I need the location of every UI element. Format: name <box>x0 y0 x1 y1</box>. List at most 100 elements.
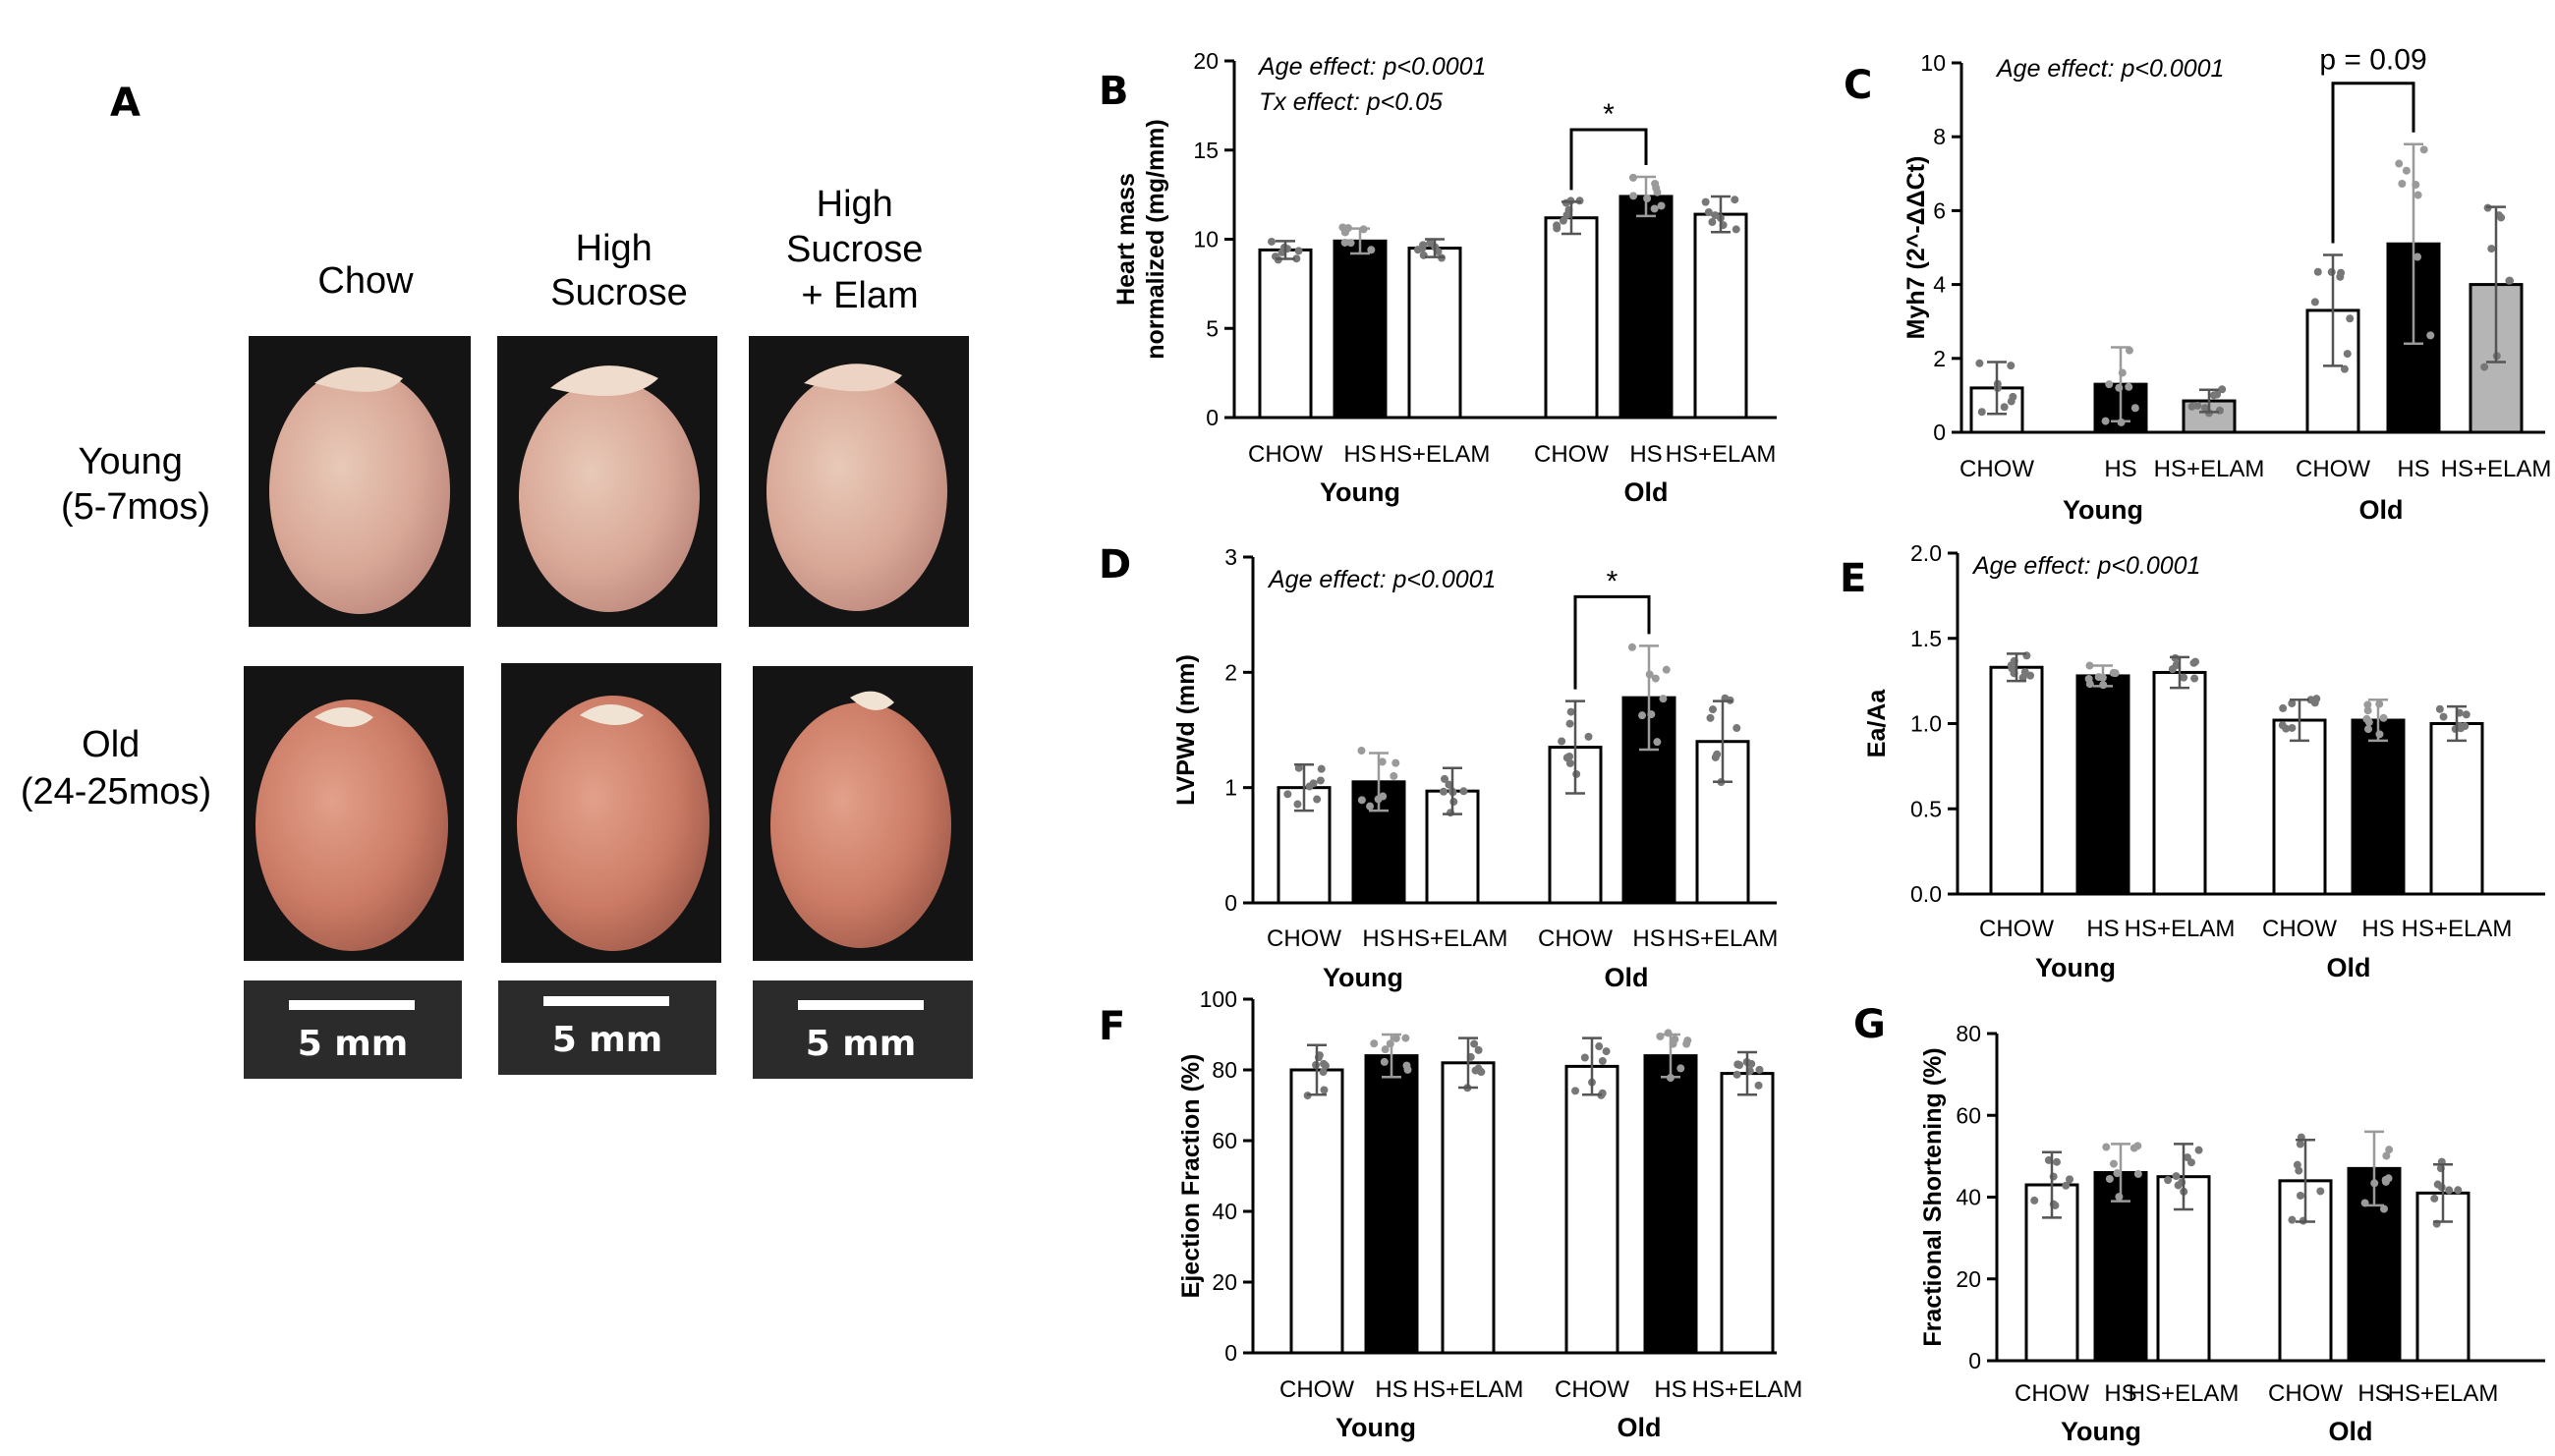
y-axis-label-line: Fractional Shortening (%) <box>1919 1047 1947 1346</box>
data-point <box>1732 225 1740 234</box>
row-label-young: Young (5-7mos) <box>61 441 210 528</box>
data-point <box>1735 1061 1744 1070</box>
data-point <box>1584 732 1593 741</box>
y-tick-label: 1.0 <box>1910 711 1942 737</box>
y-axis-label-line: Heart mass <box>1112 173 1140 306</box>
category-label: HS+ELAM <box>1397 925 1508 952</box>
y-tick-label: 3 <box>1224 544 1237 570</box>
category-label: CHOW <box>1538 925 1613 952</box>
category-label: HS+ELAM <box>2402 916 2513 942</box>
chart-panel-g: G 0 20 40 60 80 Fractional Shortening (%) CHOW H… <box>1853 1002 2545 1446</box>
data-point <box>1341 228 1350 237</box>
category-label: HS+ELAM <box>1413 1376 1524 1403</box>
column-label-chow: Chow <box>317 260 414 302</box>
data-point <box>2279 703 2288 712</box>
data-point <box>1706 713 1715 722</box>
data-point <box>2113 1169 2122 1178</box>
data-point <box>1704 207 1713 216</box>
panel-a-letter: A <box>110 81 141 126</box>
group-label: Young <box>2035 953 2116 982</box>
bar-hs-elam <box>1693 212 1748 420</box>
data-point <box>2487 245 2496 253</box>
heart-photo-young-high-sucrose-elam <box>749 336 969 627</box>
data-point <box>2419 145 2428 154</box>
data-point <box>2413 191 2422 199</box>
y-tick-label: 2.0 <box>1910 540 1942 566</box>
y-tick-label: 0 <box>1968 1348 1981 1373</box>
data-point <box>2200 404 2209 413</box>
data-point <box>2009 392 2017 401</box>
heart-photo-old-high-sucrose <box>501 663 721 963</box>
data-point <box>1313 795 1322 804</box>
bar-hs <box>2351 718 2406 896</box>
data-point <box>2398 179 2407 188</box>
y-tick-label: 2 <box>1933 346 1946 371</box>
data-point <box>1402 1061 1411 1070</box>
data-point <box>2193 401 2202 410</box>
data-point <box>1474 1045 1483 1054</box>
y-tick-label: 0 <box>1224 1340 1237 1366</box>
data-point <box>1676 1064 1685 1073</box>
y-tick-label: 15 <box>1193 138 1219 163</box>
y-axis-label: Ejection Fraction (%) <box>1177 1054 1205 1299</box>
data-point <box>1975 359 1984 367</box>
category-label: HS <box>2086 916 2119 942</box>
data-point <box>1662 665 1671 674</box>
panel-letter: F <box>1099 1004 1125 1049</box>
panel-letter: G <box>1853 1002 1886 1047</box>
data-point <box>2109 668 2118 677</box>
y-axis-label-line: normalized (mg/mm) <box>1142 119 1169 359</box>
bar-chow <box>1564 1064 1619 1355</box>
data-point <box>1320 1059 1329 1068</box>
category-label: HS <box>1632 925 1665 952</box>
data-point <box>1638 711 1647 720</box>
stats-annotation: Age effect: p<0.0001 <box>1267 566 1496 593</box>
data-point <box>2395 159 2404 168</box>
category-label: CHOW <box>1534 441 1609 468</box>
data-point <box>1268 237 1277 246</box>
data-point <box>1346 239 1355 248</box>
data-point <box>2288 1215 2297 1224</box>
data-point <box>1317 764 1326 773</box>
data-point <box>2194 1146 2203 1154</box>
data-point <box>1755 1065 1764 1074</box>
significance-label: * <box>1607 565 1618 597</box>
data-point <box>1319 1068 1328 1077</box>
data-point <box>1441 774 1449 783</box>
data-point <box>2062 1181 2071 1190</box>
y-tick-label: 60 <box>1212 1128 1237 1153</box>
category-label: HS+ELAM <box>2441 456 2552 482</box>
y-tick-label: 0.5 <box>1910 796 1942 821</box>
category-label: HS+ELAM <box>1380 441 1491 468</box>
data-point <box>1449 798 1458 807</box>
bar-chow <box>1544 216 1599 420</box>
data-point <box>1390 771 1398 780</box>
category-label: HS+ELAM <box>2129 1380 2240 1407</box>
category-label: HS+ELAM <box>2125 916 2236 942</box>
data-point <box>2282 724 2291 733</box>
y-tick-label: 0.0 <box>1910 881 1942 907</box>
data-point <box>2426 331 2435 340</box>
data-point <box>2109 1159 2118 1168</box>
data-point <box>1571 1087 1580 1095</box>
data-point <box>2085 680 2094 689</box>
heart-photo-old-chow <box>244 666 464 961</box>
data-point <box>1391 758 1400 767</box>
category-label: HS <box>2357 1380 2390 1407</box>
data-point <box>2180 673 2188 682</box>
data-point <box>2379 713 2388 722</box>
data-point <box>1294 247 1303 255</box>
y-axis-label: Myh7 (2^-ΔΔCt) <box>1902 156 1930 340</box>
data-point <box>2363 700 2372 709</box>
data-point <box>2172 660 2181 669</box>
panel-letter: B <box>1099 69 1129 114</box>
data-point <box>1294 763 1303 772</box>
group-label: Young <box>2061 1417 2141 1446</box>
data-point <box>1657 201 1666 210</box>
data-point <box>1340 238 1349 247</box>
bar-hs <box>2075 674 2130 896</box>
data-point <box>1320 1086 1329 1094</box>
data-point <box>1366 802 1375 811</box>
data-point <box>2209 391 2218 400</box>
